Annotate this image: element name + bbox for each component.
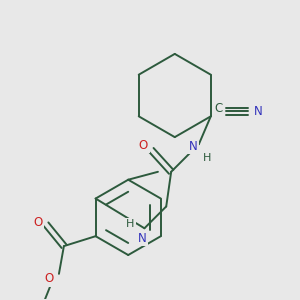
Text: N: N [254, 105, 263, 118]
Text: H: H [203, 153, 211, 163]
Text: N: N [138, 232, 147, 245]
Text: N: N [189, 140, 197, 152]
Text: O: O [34, 216, 43, 229]
Text: H: H [126, 219, 135, 229]
Text: C: C [214, 102, 223, 115]
Text: O: O [44, 272, 54, 285]
Text: O: O [139, 139, 148, 152]
